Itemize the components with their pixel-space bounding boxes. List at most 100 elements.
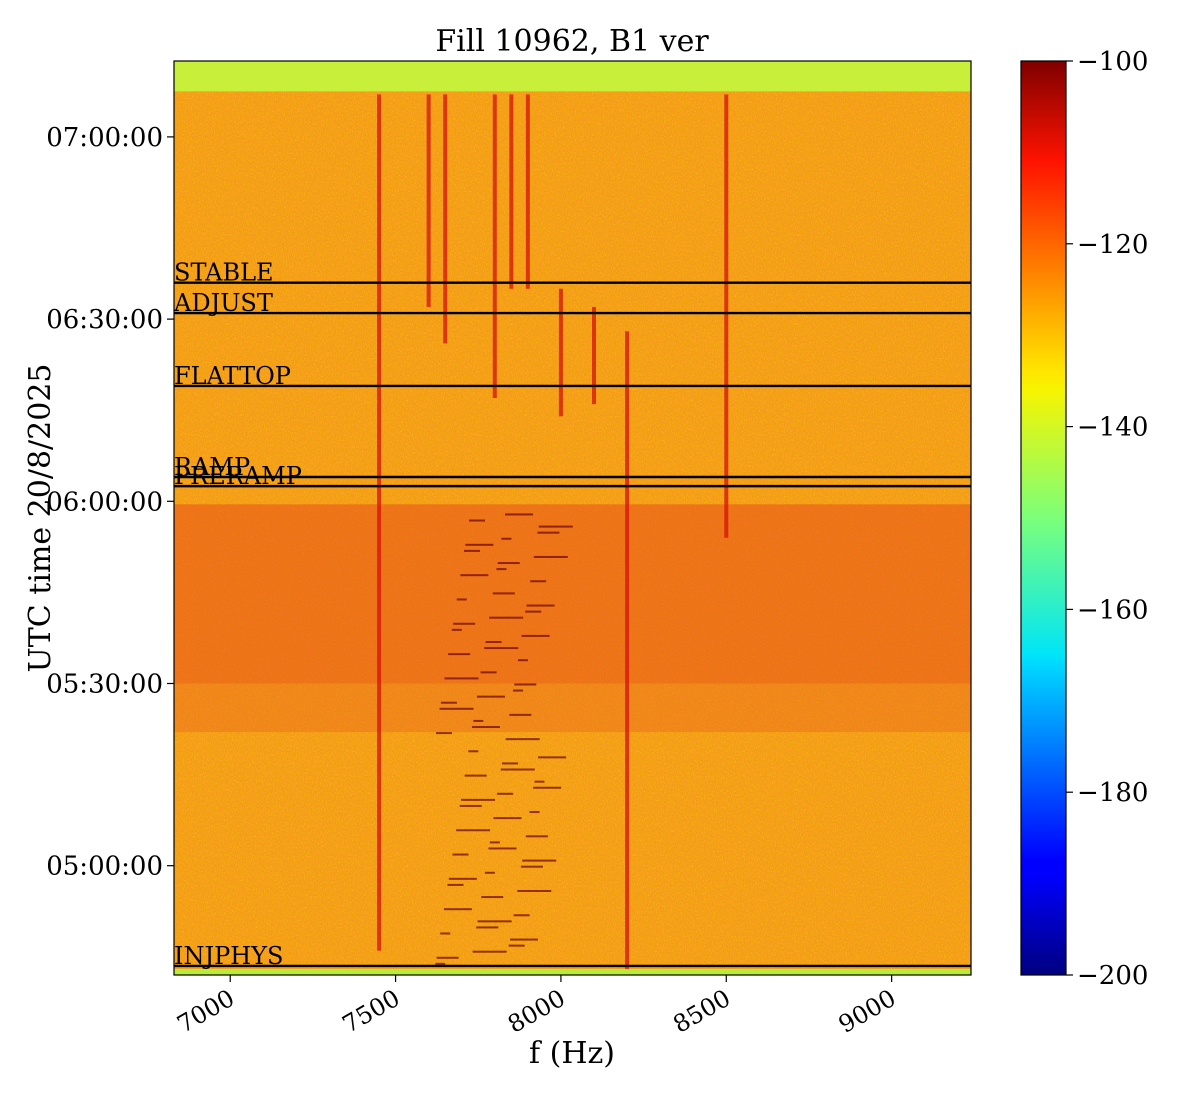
noise-streak <box>448 653 471 656</box>
colorbar-tick-label: −180 <box>1077 778 1148 808</box>
noise-streak <box>502 762 519 765</box>
x-tick-label: 7500 <box>338 984 405 1039</box>
noise-streak <box>436 956 459 959</box>
noise-streak <box>477 920 512 923</box>
spectral-line <box>492 94 497 399</box>
noise-streak <box>489 616 524 619</box>
noise-streak <box>484 647 519 650</box>
x-tick-label: 8000 <box>503 984 570 1039</box>
x-axis: 7000 7500 8000 8500 9000 <box>172 975 901 1039</box>
spectral-line <box>625 331 630 969</box>
mode-label-adjust: ADJUST <box>173 289 273 317</box>
noise-streak <box>484 871 495 874</box>
noise-streak <box>497 792 514 795</box>
noise-streak <box>534 780 545 783</box>
noise-streak <box>533 786 562 789</box>
colorbar-tick-label: −200 <box>1077 961 1148 991</box>
mode-label-flattop: FLATTOP <box>174 362 291 390</box>
spectral-line <box>525 94 530 289</box>
noise-streak <box>485 640 502 643</box>
spectrogram-features <box>174 61 971 975</box>
spectral-line <box>724 94 729 538</box>
noise-streak <box>443 908 472 911</box>
y-tick-label: 05:00:00 <box>46 852 163 882</box>
noise-streak <box>492 592 515 595</box>
noise-streak <box>472 950 507 953</box>
noise-streak <box>538 525 573 528</box>
noise-streak <box>476 926 499 929</box>
y-axis: 05:00:00 05:30:00 06:00:00 06:30:00 07:00:00 <box>46 123 174 882</box>
spectral-line <box>443 94 448 344</box>
noise-streak <box>439 707 474 710</box>
noise-streak <box>537 531 560 534</box>
plot-frame <box>173 60 972 976</box>
noise-streak <box>465 543 494 546</box>
noise-streak <box>456 829 491 832</box>
spectral-line <box>377 94 382 951</box>
noise-streak <box>526 604 555 607</box>
noise-streak <box>456 598 467 601</box>
noise-streak <box>538 756 567 759</box>
noise-streak <box>530 580 547 583</box>
x-axis-label: f (Hz) <box>529 1036 615 1071</box>
noise-streak <box>440 932 451 935</box>
noise-streak <box>521 634 550 637</box>
noise-streak <box>453 622 476 625</box>
spectral-line <box>426 94 431 307</box>
noise-streak <box>468 750 479 753</box>
colorbar-tick-label: −120 <box>1077 230 1148 260</box>
noise-streak <box>464 549 481 552</box>
noise-streak <box>533 555 568 558</box>
noise-streak <box>468 519 485 522</box>
noise-streak <box>440 701 457 704</box>
colorbar-ticks: −100 −120 −140 −160 −180 −200 <box>1066 47 1148 991</box>
noise-streak <box>497 562 520 565</box>
mode-label-injphys: INJPHYS <box>174 942 283 970</box>
noise-streak <box>471 726 500 729</box>
mode-change-lines <box>174 281 971 968</box>
noise-streak <box>505 513 534 516</box>
noise-streak <box>480 671 497 674</box>
noise-streak <box>500 768 535 771</box>
noise-streak <box>488 847 517 850</box>
noise-streak <box>476 695 505 698</box>
noise-streak <box>452 853 469 856</box>
spectral-line <box>558 288 563 417</box>
x-tick-label: 9000 <box>834 984 901 1039</box>
noise-streak <box>520 865 543 868</box>
colorbar-tick-label: −140 <box>1077 413 1148 443</box>
plot-area <box>174 61 971 975</box>
noise-streak <box>517 659 528 662</box>
noise-streak <box>525 610 542 613</box>
noise-streak <box>522 859 557 862</box>
noise-streak <box>505 738 540 741</box>
y-axis-label: UTC time 20/8/2025 <box>23 364 58 673</box>
mode-label-preramp: PRERAMP <box>174 462 302 490</box>
y-tick-label: 07:00:00 <box>46 123 163 153</box>
bottom-band <box>174 969 971 975</box>
noise-streak <box>489 841 500 844</box>
noise-streak <box>514 683 537 686</box>
noise-streak <box>493 817 522 820</box>
noise-streak <box>461 798 496 801</box>
noise-streak <box>496 568 507 571</box>
noise-streak <box>473 719 484 722</box>
noise-streak <box>517 889 552 892</box>
noise-streak <box>444 677 479 680</box>
x-tick-label: 8500 <box>668 984 735 1039</box>
colorbar-tick-label: −100 <box>1077 47 1148 77</box>
y-tick-label: 06:30:00 <box>46 305 163 335</box>
noise-streak <box>481 896 504 899</box>
mode-label-ramp: RAMP <box>174 453 250 481</box>
injection-band-lower <box>174 683 971 733</box>
x-tick-label: 7000 <box>172 984 239 1039</box>
noise-streak <box>501 537 512 540</box>
noise-streak <box>435 732 452 735</box>
colorbar-tick-label: −160 <box>1077 595 1148 625</box>
spectral-line <box>591 306 596 405</box>
noise-streak <box>509 938 538 941</box>
y-tick-label: 06:00:00 <box>46 487 163 517</box>
spectral-line <box>509 94 514 289</box>
noise-streak <box>512 689 523 692</box>
